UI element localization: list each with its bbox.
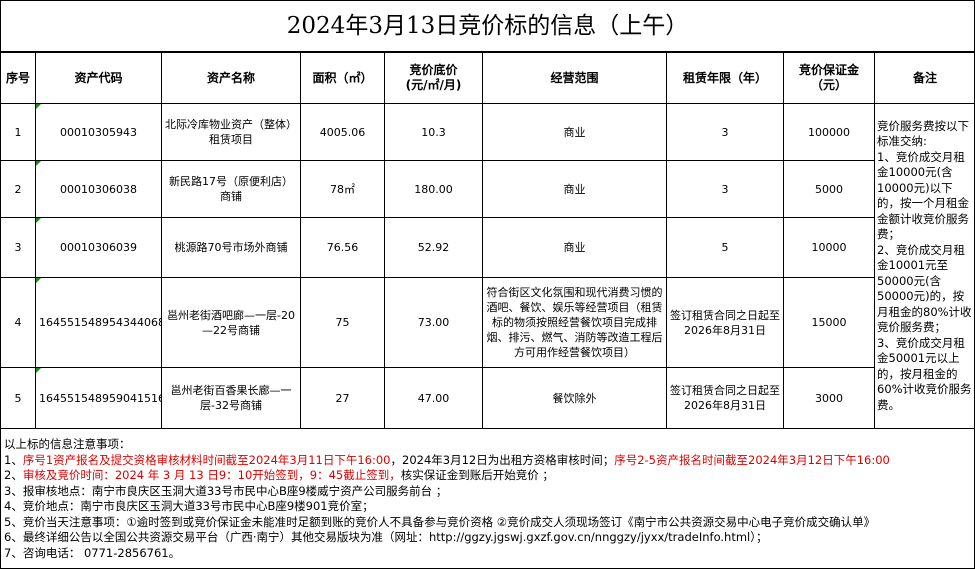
note-2: 2、审核及竞价时间：2024 年 3 月 13 日9：10开始签到，9：45截止… — [4, 468, 969, 484]
header-no: 序号 — [0, 52, 36, 104]
cell-deposit: 15000 — [783, 277, 875, 368]
cell-area: 4005.06 — [300, 103, 385, 161]
cell-deposit: 5000 — [783, 160, 875, 218]
note-1-red-2: 序号2-5资产报名时间截至2024年3月12日下午16:00 — [614, 452, 890, 467]
cell-price: 10.3 — [384, 103, 483, 161]
cell-deposit: 100000 — [783, 103, 875, 161]
cell-name: 北际冷库物业资产（整体）租赁项目 — [161, 103, 301, 161]
cell-term: 签订租赁合同之日起至2026年8月31日 — [666, 277, 784, 368]
cell-area: 78㎡ — [300, 160, 385, 218]
note-5: 5、竞价当天注意事项：①逾时签到或竞价保证金未能准时足额到账的竞价人不具备参与竞… — [4, 514, 876, 529]
header-deposit: 竞价保证金 （元） — [783, 52, 875, 104]
header-area: 面积（㎡） — [300, 52, 385, 104]
cell-code: 00010306039 — [35, 217, 162, 278]
page-title: 2024年3月13日竞价标的信息（上午） — [0, 0, 975, 52]
cell-scope: 商业 — [482, 217, 667, 278]
cell-deposit: 3000 — [783, 367, 875, 429]
notes-heading: 以上标的信息注意事项： — [4, 437, 131, 451]
cell-scope: 符合街区文化氛围和现代消费习惯的酒吧、餐饮、娱乐等经营项目（租赁标的物须按照经营… — [482, 277, 667, 368]
table-row: 1 00010305943 北际冷库物业资产（整体）租赁项目 4005.06 1… — [0, 103, 975, 429]
cell-no: 3 — [0, 217, 36, 278]
table-row: 2 00010306038 新民路17号（原便利店）商铺 78㎡ 180.00 … — [0, 160, 975, 218]
cell-code: 00010305943 — [35, 103, 162, 161]
note-1-prefix: 1、 — [4, 452, 23, 467]
auction-table: 序号 资产代码 资产名称 面积（㎡） 竞价底价 (元/㎡/月) 经营范围 租赁年… — [0, 52, 975, 429]
cell-code: 00010306038 — [35, 160, 162, 218]
table-row: 4 164551548954344068 邕州老街酒吧廊—一层-20—22号商铺… — [0, 277, 975, 368]
note-3: 3、报审核地点：南宁市良庆区玉洞大道33号市民中心B座9楼威宁资产公司服务前台 … — [4, 483, 448, 498]
cell-term: 5 — [666, 217, 784, 278]
notes-section: 以上标的信息注意事项： 1、序号1资产报名及提交资格审核材料时间截至2024年3… — [4, 437, 969, 561]
note-1: 1、序号1资产报名及提交资格审核材料时间截至2024年3月11日下午16:00，… — [4, 453, 969, 469]
cell-code: 164551548959041516 — [35, 367, 162, 429]
cell-scope: 商业 — [482, 103, 667, 161]
note-7: 7、咨询电话： 0771-2856761。 — [4, 545, 181, 560]
cell-deposit: 10000 — [783, 217, 875, 278]
cell-term: 签订租赁合同之日起至2026年8月31日 — [666, 367, 784, 429]
cell-code: 164551548954344068 — [35, 277, 162, 368]
cell-name: 邕州老街百香果长廊—一层-32号商铺 — [161, 367, 301, 429]
header-remark: 备注 — [874, 52, 975, 104]
cell-area: 27 — [300, 367, 385, 429]
header-term: 租赁年限（年） — [666, 52, 784, 104]
cell-area: 75 — [300, 277, 385, 368]
cell-no: 4 — [0, 277, 36, 368]
cell-area: 76.56 — [300, 217, 385, 278]
cell-scope: 餐饮除外 — [482, 367, 667, 429]
note-2-text: 核实保证金到账后开始竞价 ； — [400, 468, 554, 482]
header-code: 资产代码 — [35, 52, 162, 104]
note-2-prefix: 2、 — [4, 468, 23, 482]
cell-name: 桃源路70号市场外商铺 — [161, 217, 301, 278]
note-4: 4、竞价地点：南宁市良庆区玉洞大道33号市民中心B座9楼901竞价室； — [4, 499, 374, 513]
cell-scope: 商业 — [482, 160, 667, 218]
note-1-text: ，2024年3月12日为出租方资格审核时间； — [390, 452, 615, 467]
cell-price: 73.00 — [384, 277, 483, 368]
header-row: 序号 资产代码 资产名称 面积（㎡） 竞价底价 (元/㎡/月) 经营范围 租赁年… — [0, 52, 975, 104]
header-name: 资产名称 — [161, 52, 301, 104]
cell-term: 3 — [666, 103, 784, 161]
cell-price: 52.92 — [384, 217, 483, 278]
table-row: 3 00010306039 桃源路70号市场外商铺 76.56 52.92 商业… — [0, 217, 975, 278]
note-6: 6、最终详细公告以全国公共资源交易平台（广西·南宁）其他交易版块为准（网址：ht… — [4, 530, 768, 544]
cell-term: 3 — [666, 160, 784, 218]
header-scope: 经营范围 — [482, 52, 667, 104]
note-2-red: 审核及竞价时间：2024 年 3 月 13 日9：10开始签到，9：45截止签到… — [22, 468, 401, 482]
cell-price: 47.00 — [384, 367, 483, 429]
cell-price: 180.00 — [384, 160, 483, 218]
note-1-red-1: 序号1资产报名及提交资格审核材料时间截至2024年3月11日下午16:00 — [22, 452, 391, 467]
cell-no: 1 — [0, 103, 36, 161]
cell-name: 新民路17号（原便利店）商铺 — [161, 160, 301, 218]
cell-no: 5 — [0, 367, 36, 429]
cell-no: 2 — [0, 160, 36, 218]
table-row: 5 164551548959041516 邕州老街百香果长廊—一层-32号商铺 … — [0, 367, 975, 429]
cell-name: 邕州老街酒吧廊—一层-20—22号商铺 — [161, 277, 301, 368]
header-price: 竞价底价 (元/㎡/月) — [384, 52, 483, 104]
cell-remark: 竞价服务费按以下标准交纳: 1、竞价成交月租金10000元(含10000元)以下… — [874, 103, 975, 429]
